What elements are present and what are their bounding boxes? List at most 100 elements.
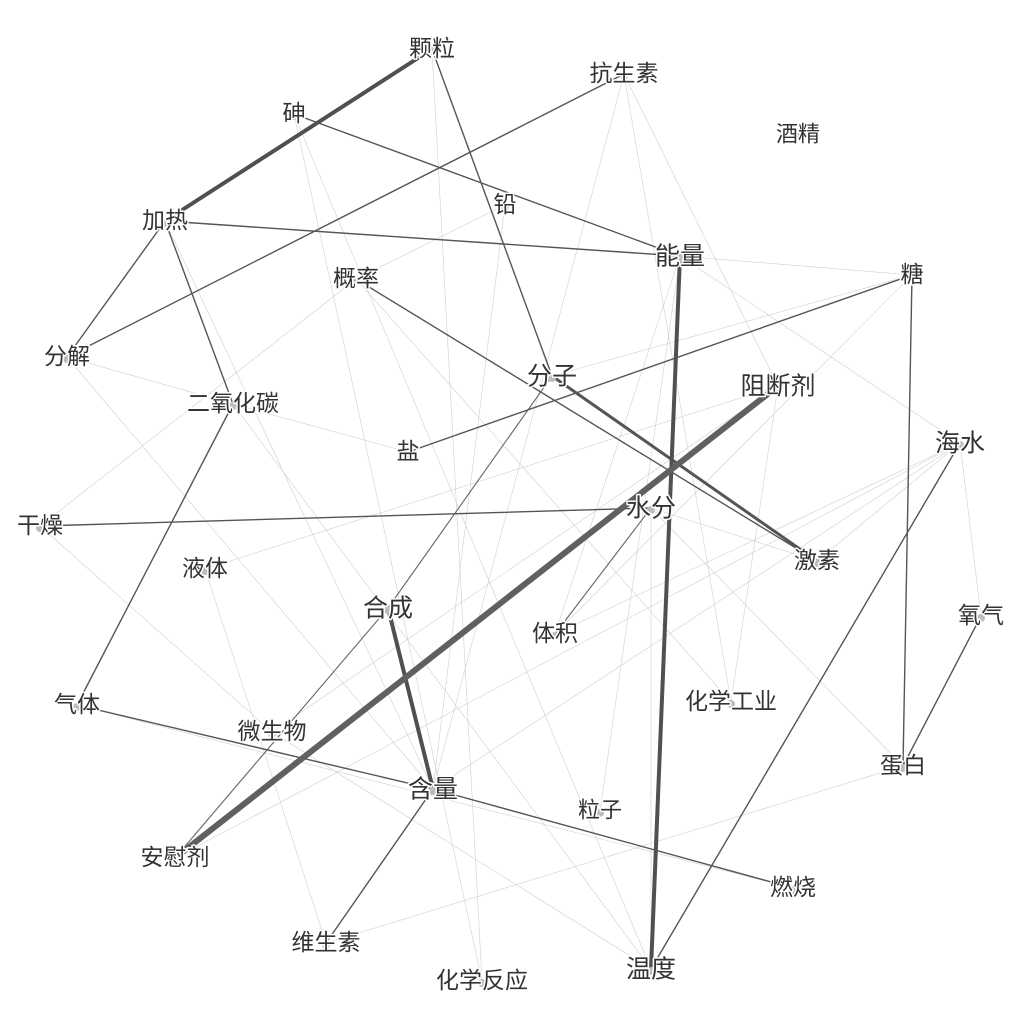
node-anweiji[interactable]: 安慰剂	[139, 844, 211, 873]
edge-kangshengsu-zuduanji	[623, 73, 779, 387]
node-gailv[interactable]: 概率	[332, 265, 381, 294]
node-eryanghuatan[interactable]: 二氧化碳	[186, 390, 281, 419]
edge-keli-fenzi	[431, 48, 553, 377]
node-haishui[interactable]: 海水	[933, 427, 986, 459]
edge-gailv-jisu	[355, 278, 818, 562]
node-label: 铅	[494, 192, 517, 218]
node-hecheng[interactable]: 合成	[361, 592, 414, 624]
node-weishengsu[interactable]: 维生素	[290, 929, 362, 958]
node-shen[interactable]: 砷	[281, 100, 307, 129]
node-huaxuegongye[interactable]: 化学工业	[684, 688, 779, 717]
node-dot	[404, 450, 412, 458]
node-label: 二氧化碳	[187, 391, 279, 417]
node-ranshao[interactable]: 燃烧	[769, 874, 818, 903]
edge-haishui-anweiji	[174, 442, 961, 859]
edge-nengliang-tiji	[554, 255, 681, 635]
edge-yeti-weishengsu	[204, 568, 327, 944]
edge-wendu-weishengwu	[271, 731, 652, 970]
node-yeti[interactable]: 液体	[181, 555, 230, 584]
node-qiti[interactable]: 气体	[53, 691, 102, 720]
edge-fenjie-hanliang	[66, 356, 434, 790]
node-dot	[478, 979, 486, 987]
node-label: 海水	[935, 429, 985, 458]
edge-tang-tiji	[554, 274, 913, 635]
node-wendu[interactable]: 温度	[624, 953, 677, 985]
node-label: 干燥	[17, 513, 63, 539]
edge-shen-wendu	[293, 113, 652, 970]
node-shuifen[interactable]: 水分	[624, 492, 677, 524]
node-dot	[171, 856, 179, 864]
node-jisu[interactable]: 激素	[793, 547, 842, 576]
node-dot	[908, 273, 916, 281]
edge-fenjie-eryanghuatan	[66, 356, 234, 405]
edge-eryanghuatan-wendu	[232, 403, 652, 970]
node-hanliang[interactable]: 含量	[406, 773, 459, 805]
node-jiare[interactable]: 加热	[141, 207, 190, 236]
node-dot	[813, 559, 821, 567]
node-weishengwu[interactable]: 微生物	[236, 718, 308, 747]
node-label: 安慰剂	[141, 845, 210, 871]
node-dot	[73, 703, 81, 711]
edge-jiare-nengliang	[164, 220, 681, 257]
edge-ganzao-gailv	[39, 278, 357, 527]
node-jiujing[interactable]: 酒精	[774, 121, 821, 149]
node-label: 体积	[532, 621, 578, 647]
node-huaxuefanying[interactable]: 化学反应	[435, 967, 530, 996]
edge-hecheng-anweiji	[174, 607, 389, 859]
edge-tang-danbai	[902, 274, 913, 767]
node-yan[interactable]: 盐	[395, 438, 421, 467]
node-label: 糖	[901, 262, 924, 288]
node-tiji[interactable]: 体积	[531, 620, 580, 649]
node-dot	[548, 374, 556, 382]
edge-yan-tang	[407, 274, 913, 453]
node-ganzao[interactable]: 干燥	[16, 512, 65, 541]
edges-layer	[39, 47, 982, 982]
node-label: 温度	[626, 955, 676, 984]
edge-eryanghuatan-yan	[232, 403, 409, 453]
edge-jiare-keli	[163, 47, 434, 223]
node-label: 能量	[655, 242, 705, 271]
node-label: 盐	[397, 439, 420, 465]
node-qian[interactable]: 铅	[492, 191, 518, 220]
edge-tang-fenzi	[551, 274, 913, 377]
node-label: 气体	[54, 692, 100, 718]
edge-qian-hanliang	[432, 204, 506, 790]
node-yangqi[interactable]: 氧气	[957, 602, 1006, 631]
edge-shuifen-jisu	[650, 507, 818, 562]
node-label: 合成	[363, 594, 413, 623]
node-dot	[161, 219, 169, 227]
node-zuduanji[interactable]: 阻断剂	[739, 370, 817, 402]
edge-anweiji-zuduanji	[172, 383, 781, 861]
node-kangshengsu[interactable]: 抗生素	[588, 60, 660, 89]
edge-huaxuegongye-kangshengsu	[623, 73, 732, 703]
node-dot	[596, 809, 604, 817]
edge-nengliang-haishui	[679, 255, 961, 444]
node-label: 分解	[44, 344, 90, 370]
node-nengliang[interactable]: 能量	[653, 240, 706, 272]
node-label: 粒子	[578, 799, 622, 824]
node-label: 燃烧	[770, 875, 816, 901]
node-keli[interactable]: 颗粒	[408, 35, 457, 64]
edge-huaxuegongye-gailv	[355, 278, 732, 703]
node-label: 维生素	[292, 930, 361, 956]
node-label: 含量	[408, 775, 458, 804]
node-label: 微生物	[238, 719, 307, 745]
edge-fenjie-kangshengsu	[66, 73, 625, 358]
edge-haishui-yangqi	[959, 442, 982, 617]
node-tang[interactable]: 糖	[899, 261, 925, 290]
edge-danbai-weishengsu	[325, 765, 904, 944]
node-dot	[899, 764, 907, 772]
edge-yangqi-danbai	[902, 615, 982, 767]
node-danbai[interactable]: 蛋白	[879, 752, 928, 781]
node-dot	[36, 524, 44, 532]
node-lizi[interactable]: 粒子	[576, 797, 623, 825]
node-dot	[647, 506, 655, 514]
node-label: 抗生素	[590, 61, 659, 87]
node-fenzi[interactable]: 分子	[525, 360, 578, 392]
node-label: 化学工业	[685, 689, 777, 715]
node-fenjie[interactable]: 分解	[43, 343, 92, 372]
node-dot	[429, 787, 437, 795]
